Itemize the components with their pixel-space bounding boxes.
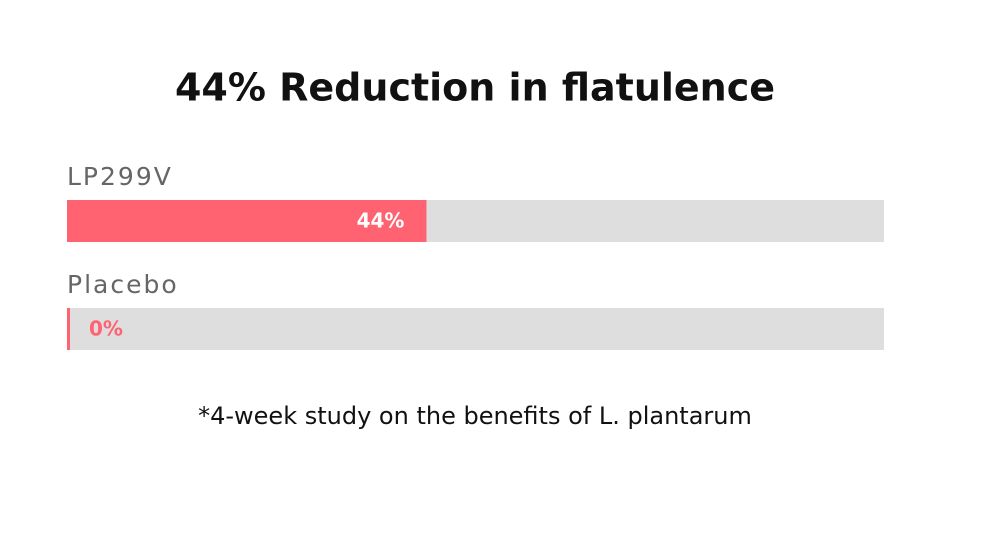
value-label: 44%: [357, 209, 405, 233]
footnote: *4-week study on the benefits of L. plan…: [198, 402, 752, 430]
bar-start: [67, 308, 70, 350]
chart-title: 44% Reduction in flatulence: [175, 66, 775, 110]
value-label: 0%: [89, 317, 123, 341]
category-label: Placebo: [67, 270, 179, 299]
bar-track: [67, 308, 884, 350]
category-label: LP299V: [67, 162, 173, 191]
bar: [67, 200, 427, 242]
